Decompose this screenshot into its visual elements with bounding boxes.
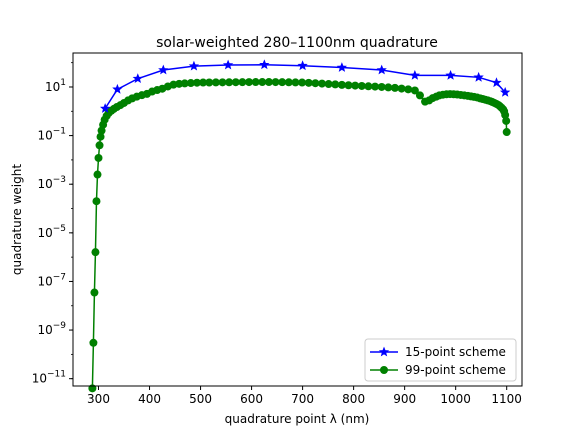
data-point-99-point-scheme bbox=[384, 83, 393, 92]
data-point-99-point-scheme bbox=[397, 84, 406, 93]
data-point-15-point-scheme bbox=[491, 77, 502, 88]
data-point-99-point-scheme bbox=[364, 82, 373, 91]
x-tick-label-1100: 1100 bbox=[491, 392, 522, 406]
data-point-99-point-scheme bbox=[94, 153, 103, 162]
y-tick-label-5: 10−1 bbox=[37, 127, 66, 143]
data-point-99-point-scheme bbox=[93, 170, 102, 179]
data-point-99-point-scheme bbox=[410, 86, 419, 95]
legend-label-99-point-scheme: 99-point scheme bbox=[405, 363, 506, 377]
x-tick-label-700: 700 bbox=[291, 392, 314, 406]
data-point-99-point-scheme bbox=[331, 80, 340, 89]
data-point-99-point-scheme bbox=[502, 116, 511, 125]
y-tick-label-2: 10−7 bbox=[37, 272, 66, 288]
data-point-99-point-scheme bbox=[278, 78, 287, 87]
data-point-15-point-scheme bbox=[112, 83, 123, 94]
data-point-99-point-scheme bbox=[238, 78, 247, 87]
data-point-99-point-scheme bbox=[390, 83, 399, 92]
plot-frame bbox=[72, 52, 523, 387]
data-point-99-point-scheme bbox=[351, 81, 360, 90]
data-point-99-point-scheme bbox=[205, 78, 214, 87]
data-point-99-point-scheme bbox=[337, 80, 346, 89]
data-point-15-point-scheme bbox=[473, 71, 484, 82]
legend-box bbox=[364, 338, 517, 382]
data-point-99-point-scheme bbox=[311, 79, 320, 88]
y-tick-label-3: 10−5 bbox=[37, 224, 66, 240]
legend: 15-point scheme 99-point scheme bbox=[364, 338, 517, 382]
data-point-15-point-scheme bbox=[188, 60, 200, 71]
axis-ticks: 300 400 500 600 700 800 900 1000 1100 10−11 10−9 10… bbox=[32, 62, 522, 406]
x-tick-label-300: 300 bbox=[87, 392, 110, 406]
data-point-99-point-scheme bbox=[271, 78, 280, 87]
data-point-99-point-scheme bbox=[404, 85, 413, 94]
data-point-15-point-scheme bbox=[297, 60, 308, 71]
series-markers bbox=[88, 59, 511, 393]
data-point-99-point-scheme bbox=[501, 111, 510, 120]
data-point-15-point-scheme bbox=[409, 69, 421, 80]
data-point-99-point-scheme bbox=[298, 78, 307, 87]
data-point-99-point-scheme bbox=[225, 78, 234, 87]
series-markers-99-point-scheme bbox=[88, 78, 511, 393]
data-point-15-point-scheme bbox=[222, 59, 234, 70]
x-tick-label-800: 800 bbox=[342, 392, 365, 406]
y-tick-label-1: 10−9 bbox=[37, 321, 66, 337]
x-axis-label: quadrature point λ (nm) bbox=[225, 412, 370, 426]
data-point-15-point-scheme bbox=[500, 86, 511, 97]
data-point-99-point-scheme bbox=[96, 132, 105, 141]
y-tick-label-4: 10−3 bbox=[37, 175, 66, 191]
data-point-15-point-scheme bbox=[376, 64, 387, 75]
data-point-15-point-scheme bbox=[445, 69, 456, 80]
data-point-99-point-scheme bbox=[317, 79, 326, 88]
data-point-99-point-scheme bbox=[91, 248, 100, 257]
chart-title: solar-weighted 280–1100nm quadrature bbox=[156, 35, 438, 51]
data-point-99-point-scheme bbox=[371, 82, 380, 91]
data-point-99-point-scheme bbox=[377, 82, 386, 91]
data-point-99-point-scheme bbox=[92, 197, 101, 206]
data-point-99-point-scheme bbox=[211, 78, 220, 87]
data-point-99-point-scheme bbox=[186, 79, 195, 88]
x-tick-label-500: 500 bbox=[189, 392, 212, 406]
data-point-99-point-scheme bbox=[324, 80, 333, 89]
x-tick-label-600: 600 bbox=[240, 392, 263, 406]
data-point-99-point-scheme bbox=[251, 78, 260, 87]
data-point-99-point-scheme bbox=[199, 78, 208, 87]
data-point-99-point-scheme bbox=[304, 78, 313, 87]
data-point-99-point-scheme bbox=[284, 78, 293, 87]
data-point-99-point-scheme bbox=[245, 78, 254, 87]
data-point-99-point-scheme bbox=[258, 78, 267, 87]
legend-label-15-point-scheme: 15-point scheme bbox=[405, 345, 506, 359]
data-point-15-point-scheme bbox=[158, 64, 169, 75]
data-point-99-point-scheme bbox=[231, 78, 240, 87]
data-point-99-point-scheme bbox=[344, 81, 353, 90]
data-point-15-point-scheme bbox=[336, 62, 348, 72]
data-point-99-point-scheme bbox=[357, 81, 366, 90]
x-tick-label-400: 400 bbox=[138, 392, 161, 406]
x-tick-label-1000: 1000 bbox=[440, 392, 471, 406]
series-markers-15-point-scheme bbox=[99, 59, 511, 113]
x-tick-label-900: 900 bbox=[393, 392, 416, 406]
y-tick-label-6: 101 bbox=[45, 78, 66, 94]
legend-marker-15-point-scheme bbox=[378, 346, 390, 357]
data-point-99-point-scheme bbox=[502, 128, 511, 137]
data-point-99-point-scheme bbox=[291, 78, 300, 87]
data-point-99-point-scheme bbox=[415, 91, 424, 100]
data-point-15-point-scheme bbox=[132, 73, 143, 84]
y-tick-label-0: 10−11 bbox=[32, 370, 66, 386]
legend-marker-99-point-scheme bbox=[380, 366, 388, 374]
data-point-99-point-scheme bbox=[180, 79, 189, 88]
data-point-99-point-scheme bbox=[90, 288, 99, 297]
data-point-99-point-scheme bbox=[218, 78, 227, 87]
data-point-15-point-scheme bbox=[259, 59, 270, 70]
data-point-99-point-scheme bbox=[192, 78, 201, 87]
y-axis-label: quadrature weight bbox=[10, 164, 24, 275]
data-point-99-point-scheme bbox=[95, 141, 104, 150]
data-point-99-point-scheme bbox=[89, 338, 98, 347]
data-point-99-point-scheme bbox=[264, 78, 273, 87]
data-point-15-point-scheme bbox=[99, 103, 111, 113]
